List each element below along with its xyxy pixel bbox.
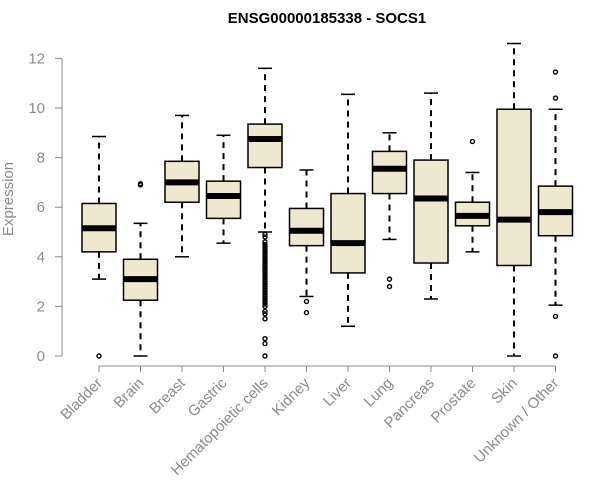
- outlier-point: [262, 273, 268, 280]
- outlier-point: [303, 298, 310, 305]
- outlier-point: [552, 69, 559, 75]
- outlier-point: [262, 301, 268, 307]
- outlier-point: [262, 251, 268, 258]
- outlier-point: [262, 259, 268, 265]
- box-skin: [496, 42, 532, 357]
- chart-title: ENSG00000185338 - SOCS1: [228, 10, 426, 27]
- iqr-box: [247, 123, 283, 169]
- category-label: Brain: [111, 375, 148, 412]
- outlier-point: [262, 291, 268, 297]
- outlier-point: [262, 249, 268, 255]
- iqr-box: [413, 159, 449, 264]
- outlier-point: [262, 264, 268, 270]
- outlier-point: [262, 296, 268, 302]
- outlier-point: [552, 313, 559, 320]
- box-gastric: [205, 134, 242, 244]
- box-prostate: [454, 138, 491, 253]
- outlier-point: [262, 308, 268, 315]
- category-label: Breast: [146, 374, 189, 417]
- outlier-point: [386, 283, 393, 290]
- y-tick-label: 4: [37, 249, 45, 266]
- outlier-point: [386, 276, 393, 282]
- outlier-point: [303, 309, 310, 316]
- axes: 0 2 4 6 8 10 12: [28, 50, 556, 372]
- outlier-point: [262, 303, 268, 310]
- y-axis-label: Expression: [0, 162, 17, 236]
- outlier-point: [262, 239, 268, 245]
- box-lung: [371, 132, 408, 290]
- outlier-point: [262, 256, 268, 262]
- box-brain: [122, 180, 159, 357]
- category-label: Prostate: [428, 375, 480, 427]
- iqr-box: [205, 180, 242, 220]
- box-bladder: [81, 135, 117, 359]
- outlier-point: [262, 298, 268, 305]
- outlier-point: [262, 276, 268, 282]
- y-tick-label: 0: [37, 348, 45, 365]
- y-tick-label: 10: [28, 100, 45, 117]
- category-label: Lung: [361, 375, 397, 411]
- outlier-point: [262, 241, 268, 248]
- outlier-point: [262, 268, 268, 275]
- category-label: Kidney: [269, 374, 314, 419]
- outlier-point: [262, 261, 268, 267]
- y-tick-label: 12: [28, 50, 45, 67]
- boxes: [81, 42, 574, 359]
- y-tick-label: 6: [37, 199, 45, 216]
- box-hematopoietic-cells: [247, 67, 283, 359]
- iqr-box: [288, 207, 325, 247]
- outlier-point: [262, 316, 268, 322]
- iqr-box: [330, 192, 366, 274]
- y-tick-label: 2: [37, 298, 45, 315]
- category-label: Bladder: [57, 375, 106, 424]
- outlier-point: [262, 234, 268, 240]
- outlier-point: [96, 353, 102, 359]
- box-liver: [330, 93, 366, 327]
- iqr-box: [496, 108, 532, 267]
- outlier-point: [469, 138, 476, 145]
- box-pancreas: [413, 92, 449, 300]
- category-label: Skin: [488, 375, 521, 408]
- outlier-point: [262, 254, 268, 260]
- outlier-point: [262, 353, 268, 359]
- outlier-point: [262, 266, 268, 272]
- outlier-point: [262, 340, 268, 347]
- outlier-point: [137, 180, 144, 187]
- outlier-point: [262, 244, 268, 250]
- category-label: Liver: [320, 375, 355, 410]
- iqr-box: [371, 150, 408, 195]
- outlier-point: [262, 283, 268, 290]
- outlier-point: [552, 353, 559, 359]
- outlier-point: [262, 278, 268, 285]
- outlier-point: [262, 286, 268, 292]
- outlier-point: [552, 95, 559, 101]
- outlier-point: [262, 231, 268, 238]
- box-breast: [164, 114, 200, 258]
- outlier-point: [262, 246, 268, 253]
- outlier-point: [262, 281, 268, 287]
- outlier-point: [262, 335, 268, 342]
- outlier-point: [262, 271, 268, 277]
- outlier-point: [262, 311, 268, 317]
- y-tick-label: 8: [37, 150, 45, 167]
- box-unknown-other: [537, 69, 574, 359]
- outlier-point: [262, 288, 268, 295]
- box-kidney: [288, 169, 325, 316]
- outlier-point: [262, 293, 268, 300]
